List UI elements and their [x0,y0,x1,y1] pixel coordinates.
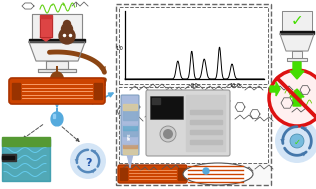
Circle shape [203,168,209,174]
Polygon shape [190,130,222,134]
Polygon shape [292,51,302,58]
Polygon shape [94,83,102,99]
Polygon shape [190,120,222,124]
Polygon shape [38,69,76,72]
Polygon shape [178,168,185,180]
Polygon shape [123,130,137,136]
Polygon shape [280,31,314,34]
Polygon shape [129,162,131,168]
Polygon shape [40,18,52,37]
Polygon shape [46,61,68,69]
Polygon shape [40,15,52,18]
Text: ?: ? [85,158,91,168]
Text: 10.0: 10.0 [229,83,240,88]
Circle shape [59,28,75,44]
FancyBboxPatch shape [116,4,271,185]
Circle shape [160,126,176,142]
Polygon shape [12,83,20,99]
Polygon shape [123,136,137,144]
Polygon shape [123,110,137,120]
Polygon shape [53,114,55,118]
Circle shape [64,20,70,28]
Polygon shape [282,11,312,31]
Text: 9.0: 9.0 [191,83,199,88]
Polygon shape [290,62,304,79]
Polygon shape [40,37,52,41]
Polygon shape [190,110,222,114]
FancyBboxPatch shape [119,7,268,84]
FancyBboxPatch shape [9,78,105,104]
Polygon shape [2,139,50,181]
FancyBboxPatch shape [146,90,230,156]
Ellipse shape [183,163,253,185]
Text: ✓: ✓ [291,13,303,29]
Polygon shape [2,137,50,146]
Polygon shape [123,148,137,154]
Circle shape [269,70,316,126]
Polygon shape [186,95,225,151]
Text: SPE: SPE [128,132,132,140]
Polygon shape [152,98,160,104]
Polygon shape [51,66,63,86]
Polygon shape [32,14,82,40]
Polygon shape [123,125,137,130]
Polygon shape [123,120,137,125]
Circle shape [70,143,106,179]
FancyBboxPatch shape [119,87,268,163]
FancyBboxPatch shape [150,97,184,119]
Polygon shape [290,89,304,106]
Text: 1.0: 1.0 [115,46,123,51]
Polygon shape [2,156,14,159]
Polygon shape [287,58,307,61]
FancyBboxPatch shape [121,95,139,155]
Polygon shape [51,108,63,126]
Text: ✓: ✓ [294,138,301,146]
Circle shape [62,23,72,35]
Polygon shape [190,140,222,144]
Polygon shape [127,154,133,162]
Circle shape [163,129,173,139]
Polygon shape [270,82,280,96]
Polygon shape [29,39,85,42]
Polygon shape [123,144,137,148]
Circle shape [290,134,304,148]
Polygon shape [120,168,127,180]
Circle shape [275,119,316,163]
Polygon shape [2,154,16,161]
Polygon shape [123,104,137,110]
Polygon shape [280,34,314,51]
FancyBboxPatch shape [118,165,187,183]
Polygon shape [29,42,85,61]
